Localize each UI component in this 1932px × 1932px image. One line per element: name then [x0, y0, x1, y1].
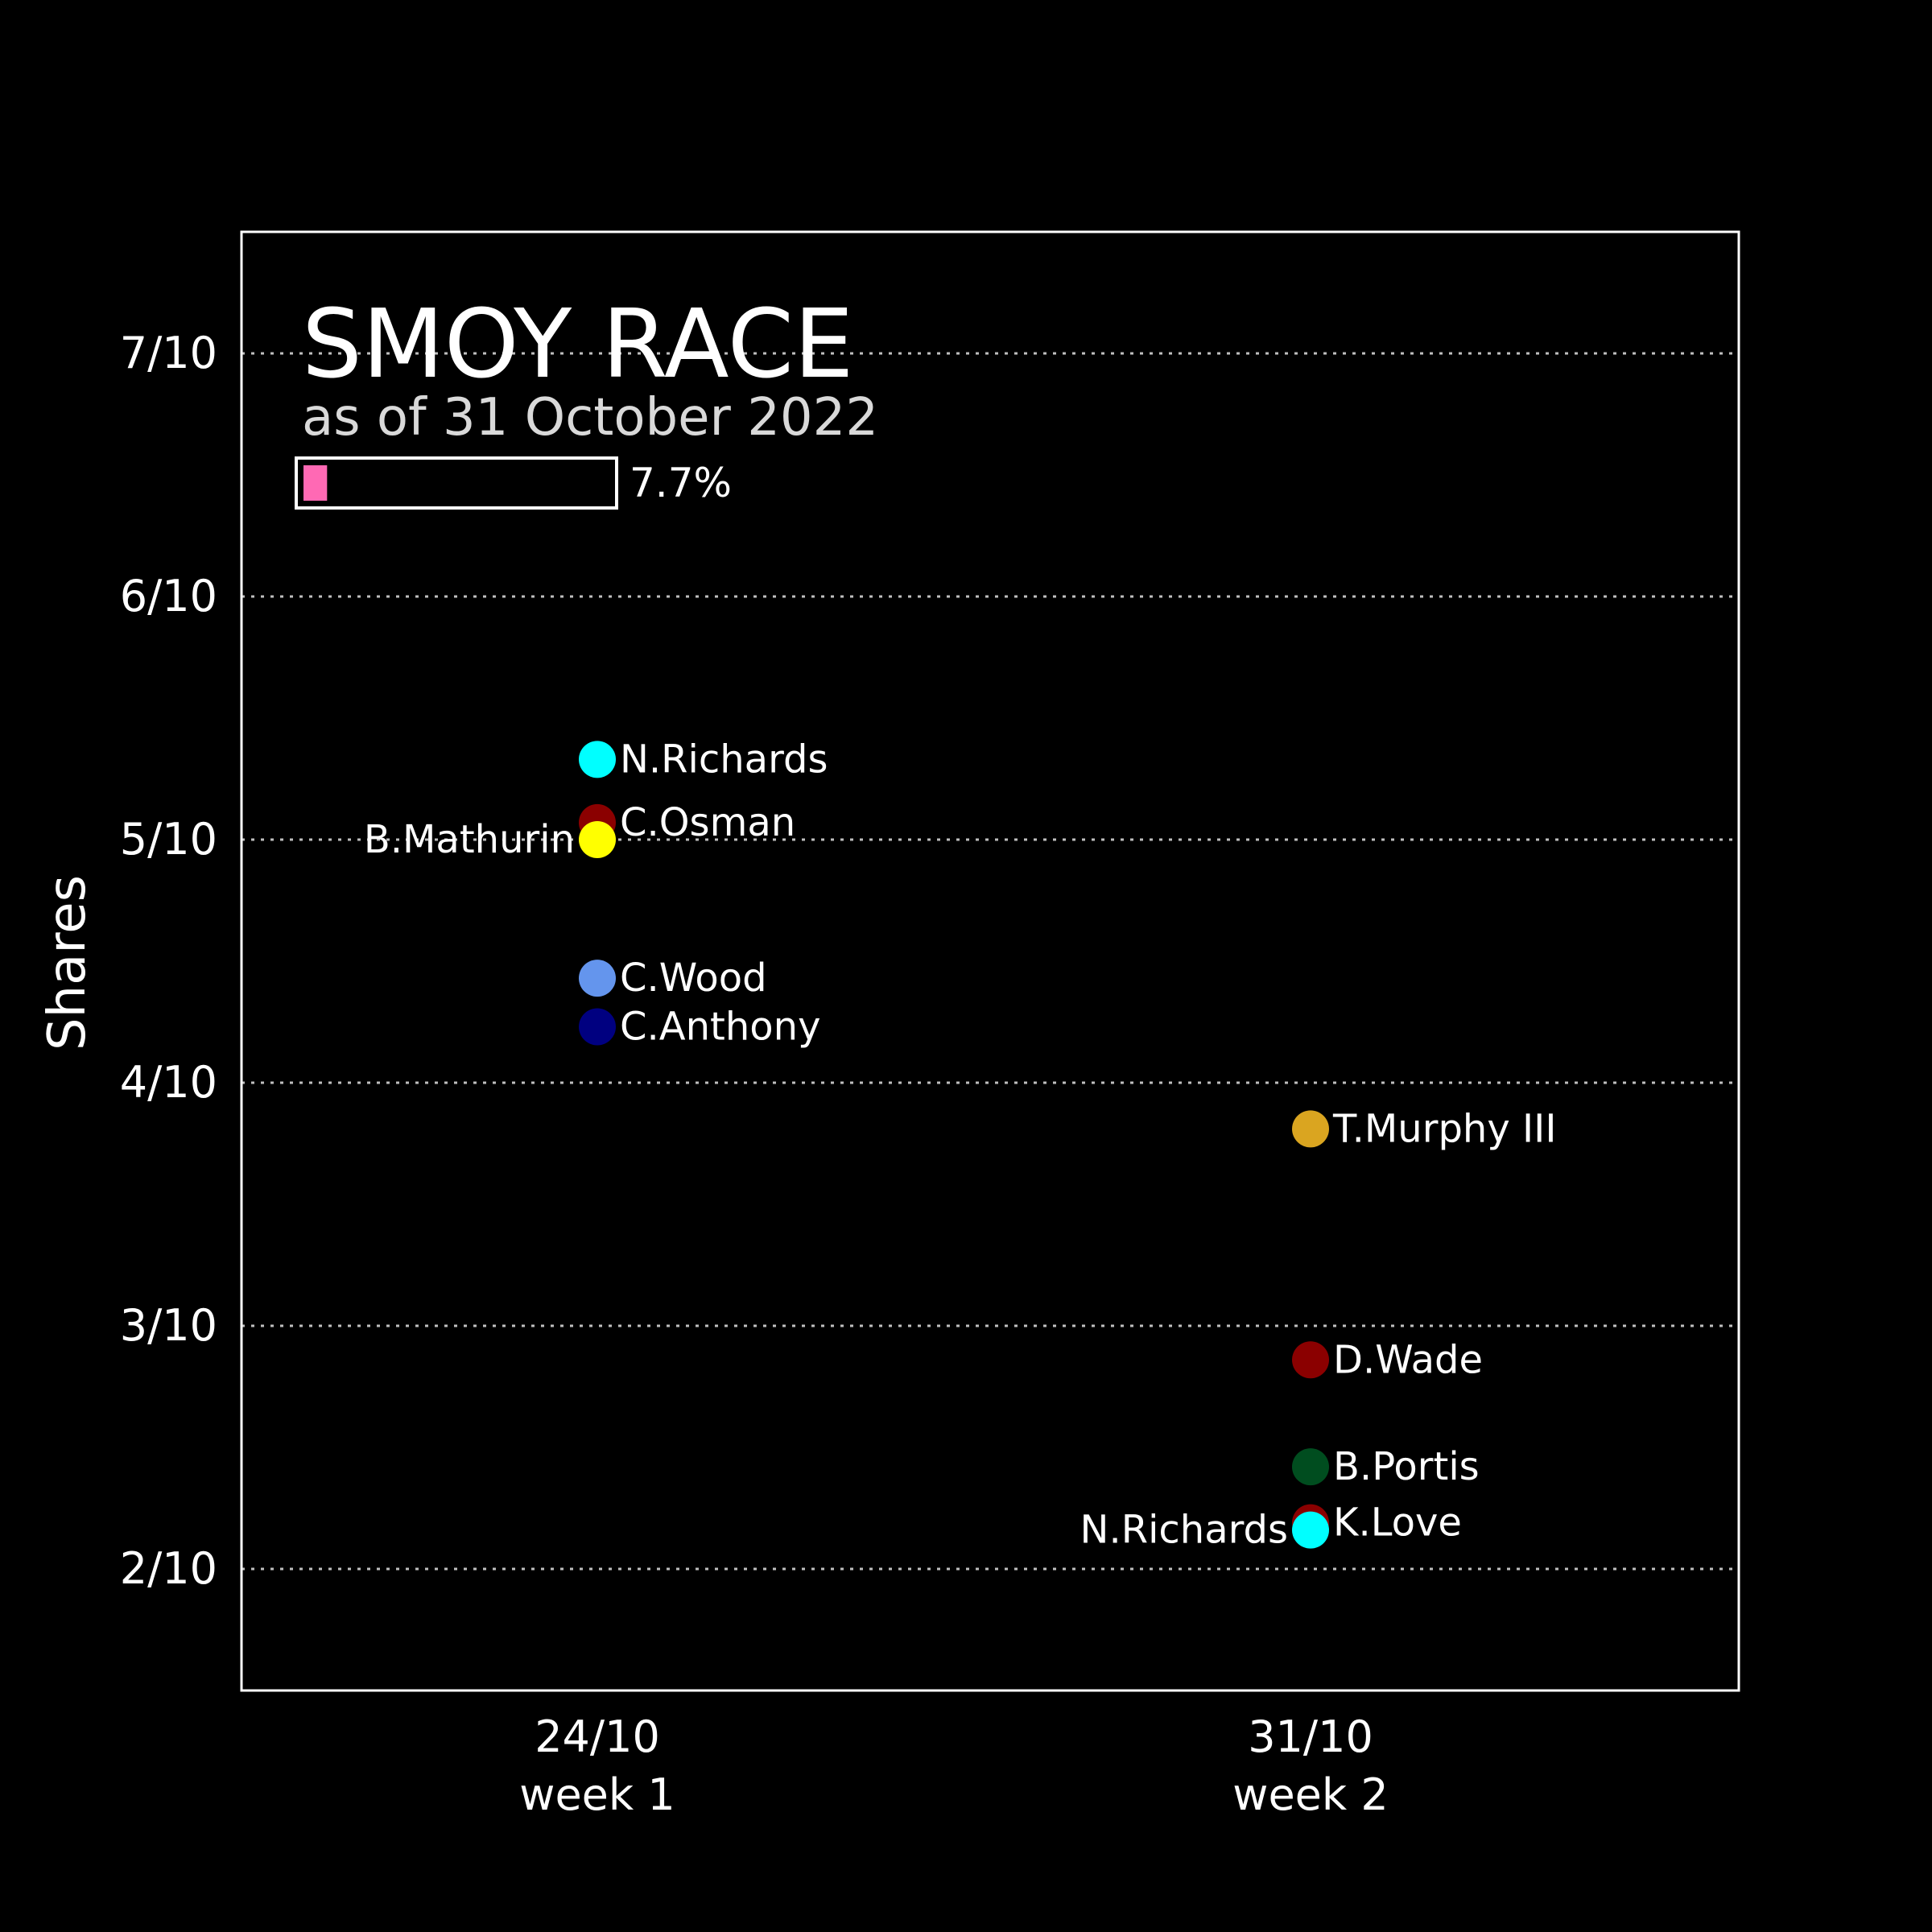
point-t-murphy-iii: [1292, 1110, 1329, 1148]
point-n-richards: [579, 741, 616, 778]
point-label-c-osman: C.Osman: [620, 800, 795, 845]
gridlines: [242, 352, 1739, 1571]
point-label-b-mathurin: B.Mathurin: [364, 817, 575, 862]
point-label-n-richards: N.Richards: [620, 737, 828, 782]
point-b-mathurin: [579, 821, 616, 858]
y-tick-label: 3/10: [120, 1300, 217, 1351]
chart-title: SMOY RACE: [302, 288, 854, 399]
x-tick-date: 24/10: [535, 1711, 660, 1762]
progress-bar-fill: [303, 465, 328, 501]
x-tick-week: week 1: [519, 1769, 675, 1820]
point-label-c-anthony: C.Anthony: [620, 1005, 820, 1050]
progress-percent: 7.7%: [630, 460, 732, 506]
y-axis-title: Shares: [38, 875, 97, 1051]
y-tick-label: 7/10: [120, 328, 217, 378]
y-tick-label: 4/10: [120, 1057, 217, 1108]
y-tick-label: 6/10: [120, 571, 217, 621]
season-progress-bar: [295, 456, 618, 510]
point-b-portis: [1292, 1448, 1329, 1486]
point-d-wade: [1292, 1341, 1329, 1379]
x-tick-week: week 2: [1232, 1769, 1388, 1820]
chart-subtitle: as of 31 October 2022: [302, 388, 878, 448]
x-tick-date: 31/10: [1248, 1711, 1373, 1762]
point-label-t-murphy-iii: T.Murphy III: [1332, 1106, 1556, 1151]
point-label-d-wade: D.Wade: [1333, 1337, 1483, 1382]
point-label-b-portis: B.Portis: [1333, 1444, 1480, 1489]
point-c-wood: [579, 960, 616, 997]
x-axis-ticks: 24/10 week 1 31/10 week 2: [519, 1711, 1388, 1820]
y-axis-ticks: 2/10 3/10 4/10 5/10 6/10 7/10: [120, 328, 217, 1594]
point-n-richards: [1292, 1511, 1329, 1549]
progress-bar-frame: [295, 456, 618, 510]
point-label-n-richards: N.Richards: [1080, 1508, 1288, 1553]
data-points: N.Richards C.Osman B.Mathurin C.WoodC.Antho…: [364, 737, 1557, 1552]
y-tick-label: 5/10: [120, 814, 217, 865]
plot-frame: [240, 230, 1740, 1692]
point-c-anthony: [579, 1008, 616, 1046]
y-tick-label: 2/10: [120, 1543, 217, 1594]
point-label-c-wood: C.Wood: [620, 956, 767, 1001]
point-label-k-love: K.Love: [1333, 1501, 1462, 1546]
